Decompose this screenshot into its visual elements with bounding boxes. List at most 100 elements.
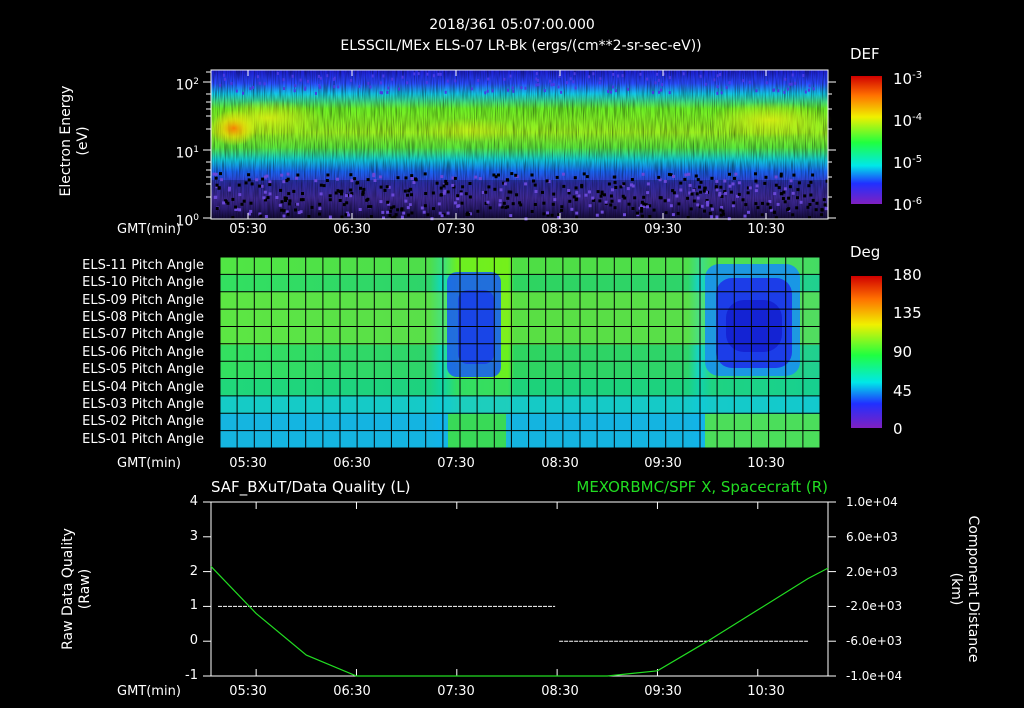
- speckle-top-103: [728, 81, 731, 85]
- speckle-top-125: [535, 77, 538, 81]
- speckle-400: [585, 175, 589, 179]
- speckle-125: [644, 203, 648, 207]
- panel1-xtick-4: 09:30: [644, 222, 682, 237]
- speckle-517: [748, 186, 752, 190]
- speckle-183: [766, 202, 770, 206]
- panel3-right-title: MEXORBMC/SPF X, Spacecraft (R): [576, 478, 828, 496]
- speckle-404: [400, 207, 404, 211]
- speckle-top-78: [627, 87, 629, 91]
- speckle-top-1: [549, 79, 552, 83]
- speckle-446: [325, 179, 329, 182]
- speckle-94: [604, 200, 608, 204]
- speckle-476: [268, 192, 272, 196]
- speckle-146: [774, 216, 778, 220]
- speckle-189: [598, 199, 602, 203]
- speckle-90: [595, 213, 599, 217]
- speckle-359: [791, 213, 795, 217]
- speckle-top-45: [507, 88, 509, 92]
- speckle-485: [486, 200, 490, 204]
- panel3-xtick-4: 09:30: [644, 684, 682, 699]
- speckle-386: [224, 200, 228, 204]
- speckle-99: [782, 190, 786, 194]
- speckle-73: [444, 179, 448, 183]
- speckle-466: [689, 207, 693, 211]
- speckle-130: [403, 189, 407, 193]
- speckle-516: [296, 202, 300, 206]
- speckle-187: [426, 213, 430, 217]
- speckle-397: [214, 195, 218, 199]
- speckle-264: [630, 183, 633, 187]
- speckle-442: [575, 191, 579, 195]
- speckle-260: [502, 181, 506, 185]
- speckle-220: [756, 206, 760, 210]
- speckle-309: [705, 190, 708, 194]
- speckle-top-35: [487, 77, 490, 81]
- pitch-grid: [219, 256, 821, 449]
- speckle-159: [231, 216, 235, 220]
- speckle-315: [440, 193, 443, 197]
- speckle-top-41: [742, 79, 745, 83]
- panel1-xtick-0: 05:30: [229, 222, 267, 237]
- speckle-112: [285, 179, 289, 183]
- speckle-top-134: [283, 87, 285, 90]
- speckle-top-6: [317, 74, 320, 78]
- speckle-321: [484, 190, 488, 194]
- speckle-502: [796, 188, 800, 192]
- speckle-361: [542, 212, 546, 216]
- speckle-205: [760, 213, 764, 217]
- speckle-123: [386, 210, 390, 214]
- speckle-276: [338, 199, 342, 202]
- speckle-472: [438, 211, 442, 215]
- speckle-327: [359, 186, 362, 190]
- speckle-65: [515, 193, 519, 197]
- speckle-496: [702, 189, 706, 193]
- speckle-top-51: [276, 72, 279, 75]
- pitch-row-label-0: ELS-11 Pitch Angle: [82, 258, 204, 273]
- panel3-right-ylabel-line1: Component Distance: [965, 515, 981, 663]
- speckle-57: [404, 176, 408, 180]
- deg-colorbar-label: Deg: [850, 243, 881, 261]
- panel3-right-ticks: [828, 501, 836, 677]
- speckle-229: [652, 208, 656, 212]
- speckle-top-113: [398, 87, 400, 91]
- speckle-6: [747, 210, 750, 214]
- speckle-top-50: [657, 78, 660, 82]
- speckle-317: [809, 180, 813, 184]
- speckle-430: [296, 173, 300, 177]
- speckle-top-7: [291, 74, 294, 78]
- speckle-455: [636, 211, 639, 215]
- speckle-331: [259, 214, 263, 218]
- speckle-196: [318, 202, 322, 206]
- panel3-right-ylabel-line2: (km): [948, 572, 964, 606]
- speckle-77: [692, 199, 696, 203]
- speckle-165: [696, 196, 700, 200]
- speckle-310: [453, 201, 457, 205]
- plot-title: ELSSCIL/MEx ELS-07 LR-Bk (ergs/(cm**2-sr…: [340, 38, 702, 54]
- speckle-259: [286, 172, 290, 176]
- speckle-360: [389, 206, 393, 210]
- speckle-512: [295, 176, 299, 180]
- speckle-514: [672, 191, 676, 195]
- speckle-top-0: [569, 77, 572, 81]
- speckle-173: [404, 199, 408, 203]
- speckle-top-69: [520, 86, 523, 90]
- speckle-155: [504, 206, 508, 210]
- speckle-66: [640, 200, 644, 204]
- speckle-140: [676, 212, 680, 215]
- speckle-top-3: [573, 72, 576, 76]
- speckle-176: [731, 182, 735, 186]
- speckle-top-135: [704, 82, 707, 86]
- speckle-398: [754, 172, 757, 176]
- speckle-top-61: [333, 85, 336, 89]
- speckle-489: [700, 204, 704, 208]
- speckle-top-57: [454, 79, 457, 83]
- panel1-xtick-3: 08:30: [541, 222, 579, 237]
- panel3-right-tick-5: -1.0e+04: [846, 669, 903, 683]
- speckle-top-17: [391, 77, 394, 81]
- speckle-top-98: [537, 78, 539, 82]
- speckle-top-104: [552, 83, 555, 86]
- speckle-318: [533, 203, 537, 206]
- speckle-493: [584, 193, 588, 197]
- panel3-xaxis-label: GMT(min): [117, 684, 181, 699]
- speckle-184: [667, 172, 671, 176]
